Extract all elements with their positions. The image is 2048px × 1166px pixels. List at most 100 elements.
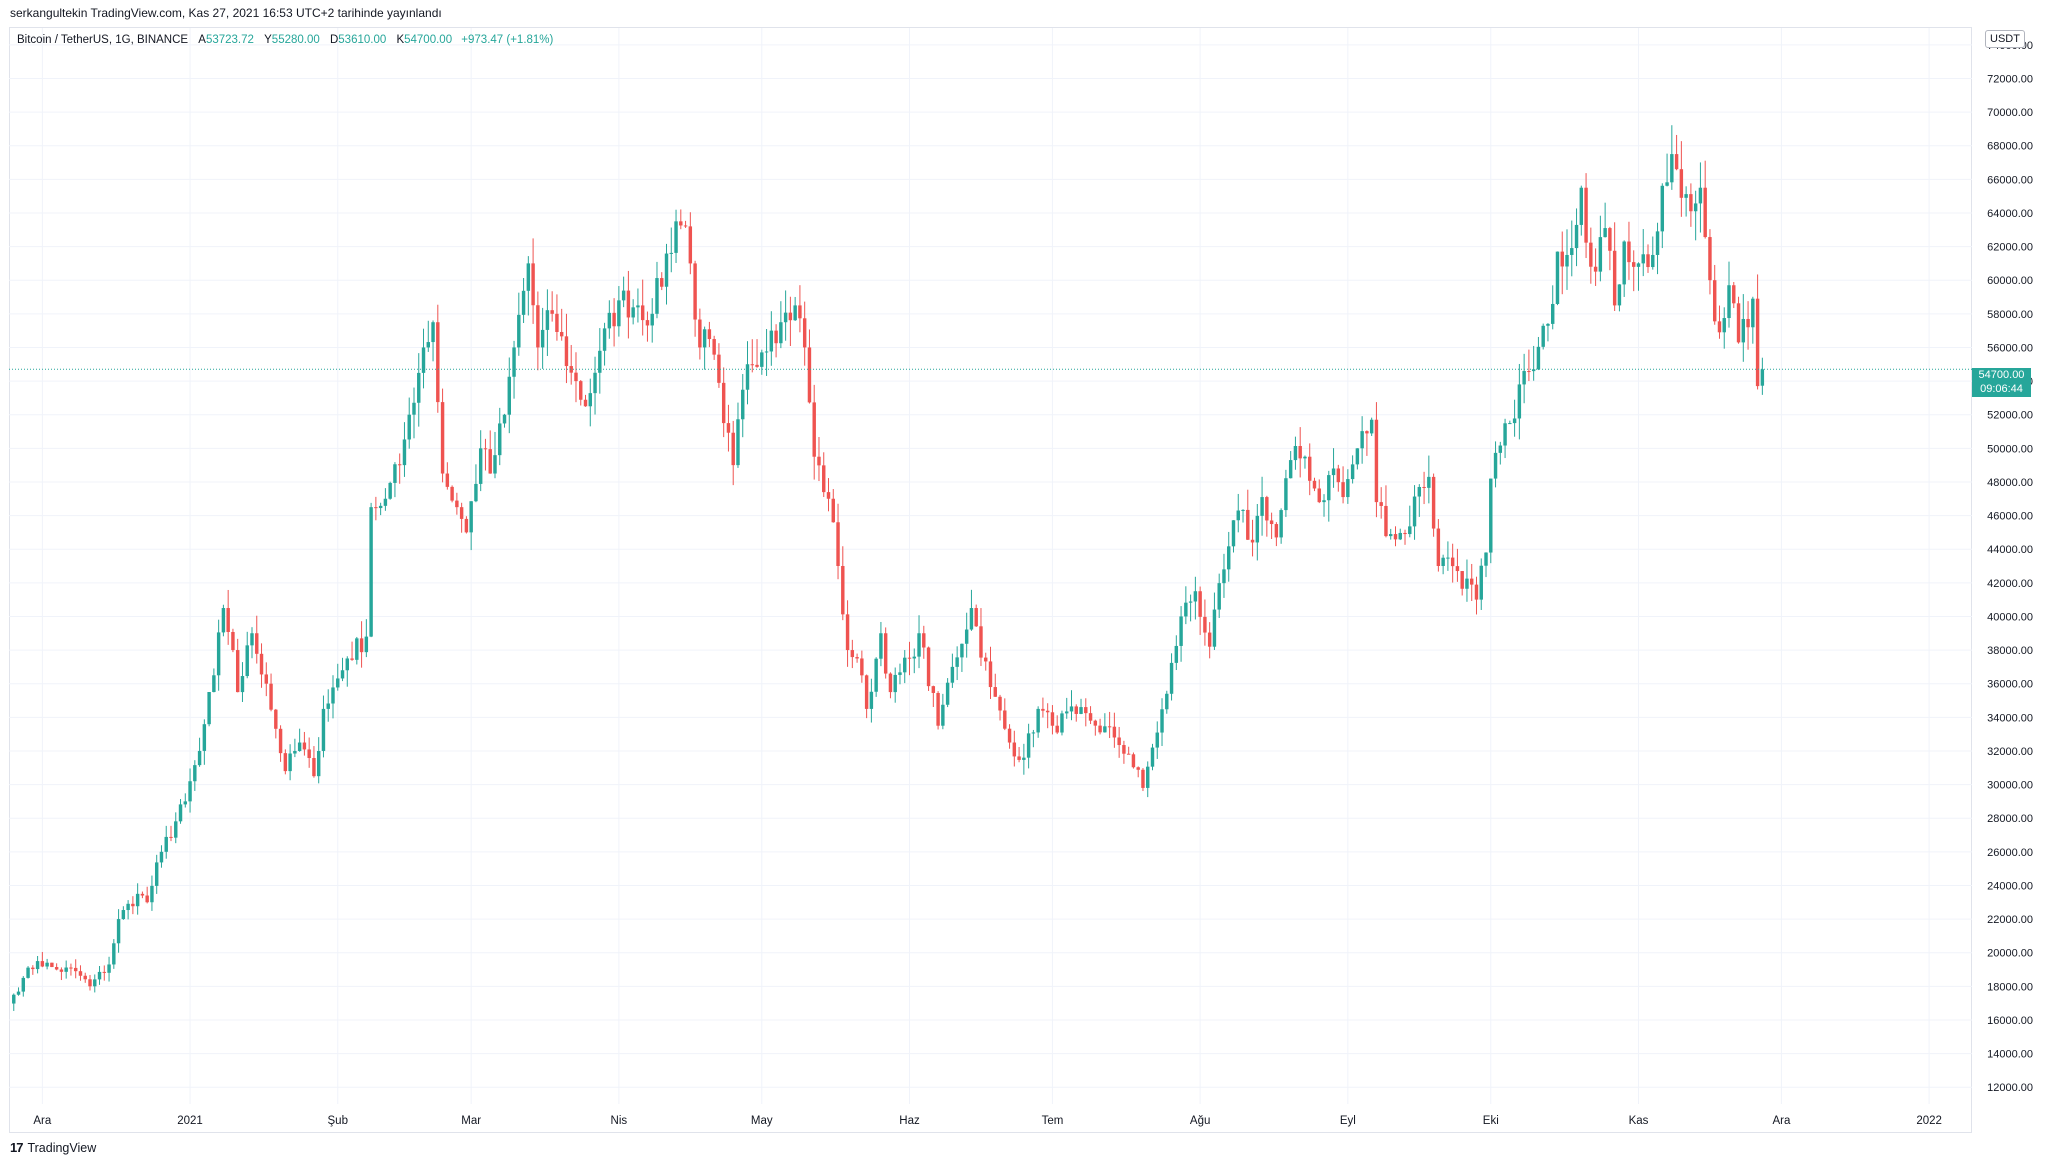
candle-body — [88, 979, 92, 987]
candle-body — [626, 290, 631, 318]
candle-body — [1155, 732, 1159, 748]
candle-body — [1274, 524, 1279, 538]
candle-body — [1136, 767, 1140, 770]
x-tick-label: Kas — [1629, 1115, 1649, 1127]
x-tick-label: Eyl — [1340, 1115, 1356, 1127]
candle-body — [1193, 591, 1198, 602]
candle-body — [1317, 488, 1321, 503]
candle-body — [764, 351, 769, 353]
candle-body — [812, 402, 816, 457]
candle-body — [350, 658, 354, 660]
candle-body — [917, 633, 921, 657]
candle-body — [1431, 476, 1436, 529]
candle-body — [154, 862, 159, 886]
candle-body — [1188, 601, 1193, 603]
candle-body — [1498, 445, 1503, 453]
candle-body — [883, 633, 888, 674]
candle-body — [602, 328, 607, 351]
candle-body — [197, 750, 202, 766]
candle-body — [1760, 369, 1765, 386]
candle-body — [779, 322, 783, 344]
currency-badge[interactable]: USDT — [1985, 30, 2025, 48]
candle-body — [1231, 520, 1236, 547]
candle-body — [1160, 709, 1164, 733]
candle-body — [1246, 509, 1250, 540]
candle-body — [1527, 371, 1531, 373]
candle-body — [1617, 284, 1622, 306]
candle-body — [1489, 478, 1493, 553]
candle-body — [1722, 318, 1726, 333]
candle-body — [931, 686, 936, 693]
candle-body — [1017, 756, 1021, 760]
candle-body — [745, 364, 750, 390]
candle-body — [16, 991, 21, 995]
x-tick-label: Mar — [461, 1115, 481, 1127]
candle-body — [783, 312, 788, 323]
candle-body — [907, 657, 912, 659]
legend-close-value: 54700.00 — [404, 34, 453, 46]
candle-body — [1412, 496, 1417, 527]
candle-body — [1346, 479, 1350, 498]
y-tick-label: 48000.00 — [1987, 477, 2033, 489]
candle-body — [202, 724, 207, 751]
candle-body — [1255, 515, 1260, 543]
candle-body — [245, 645, 249, 677]
candle-body — [912, 656, 916, 659]
candle-body — [450, 486, 454, 501]
candle-body — [1003, 710, 1007, 729]
candle-body — [345, 658, 349, 671]
candle-body — [998, 696, 1002, 711]
tradingview-logo[interactable]: 17 TradingView — [10, 1140, 96, 1155]
candle-body — [288, 753, 292, 772]
y-tick-label: 56000.00 — [1987, 342, 2033, 354]
candle-body — [250, 633, 254, 646]
candle-body — [593, 372, 597, 394]
candle-body — [231, 631, 235, 651]
candle-body — [31, 967, 35, 970]
candle-body — [469, 501, 473, 533]
candle-body — [650, 313, 654, 326]
candle-body — [1608, 228, 1612, 251]
candle-body — [1674, 154, 1679, 170]
candle-body — [1703, 187, 1707, 238]
chart-frame[interactable] — [9, 27, 1972, 1133]
candle-body — [1503, 423, 1507, 446]
candle-body — [1665, 182, 1669, 186]
candle-body — [83, 975, 87, 980]
y-tick-label: 32000.00 — [1987, 746, 2033, 758]
last-price-tag: 54700.00 09:06:44 — [1972, 368, 2031, 397]
candle-body — [1022, 757, 1026, 760]
y-tick-label: 70000.00 — [1987, 107, 2033, 119]
candle-body — [1632, 262, 1636, 267]
candle-body — [459, 507, 464, 519]
legend-open-label: A — [198, 34, 206, 46]
candle-body — [64, 967, 68, 972]
candle-body — [12, 994, 16, 1004]
candle-body — [512, 347, 516, 377]
legend-open-value: 53723.72 — [205, 34, 254, 46]
candle-body — [159, 851, 164, 863]
candle-body — [1560, 251, 1564, 267]
candle-body — [35, 961, 40, 970]
candle-body — [1622, 241, 1626, 285]
candle-body — [1165, 693, 1169, 710]
candle-body — [402, 439, 407, 466]
candle-body — [564, 336, 569, 367]
x-tick-label: Haz — [899, 1115, 920, 1127]
legend-high-value: 55280.00 — [271, 34, 320, 46]
candle-body — [869, 691, 874, 709]
candle-body — [1717, 321, 1722, 333]
y-tick-label: 34000.00 — [1987, 712, 2033, 724]
candle-body — [1736, 303, 1741, 343]
candle-body — [1708, 237, 1712, 281]
candle-body — [1531, 369, 1536, 372]
candle-body — [393, 464, 397, 483]
candle-body — [712, 339, 716, 355]
candle-body — [1045, 710, 1050, 713]
candle-body — [293, 750, 297, 754]
candle-body — [1227, 546, 1231, 570]
candle-body — [1060, 713, 1064, 733]
candle-body — [1369, 419, 1374, 434]
candle-body — [674, 221, 678, 253]
